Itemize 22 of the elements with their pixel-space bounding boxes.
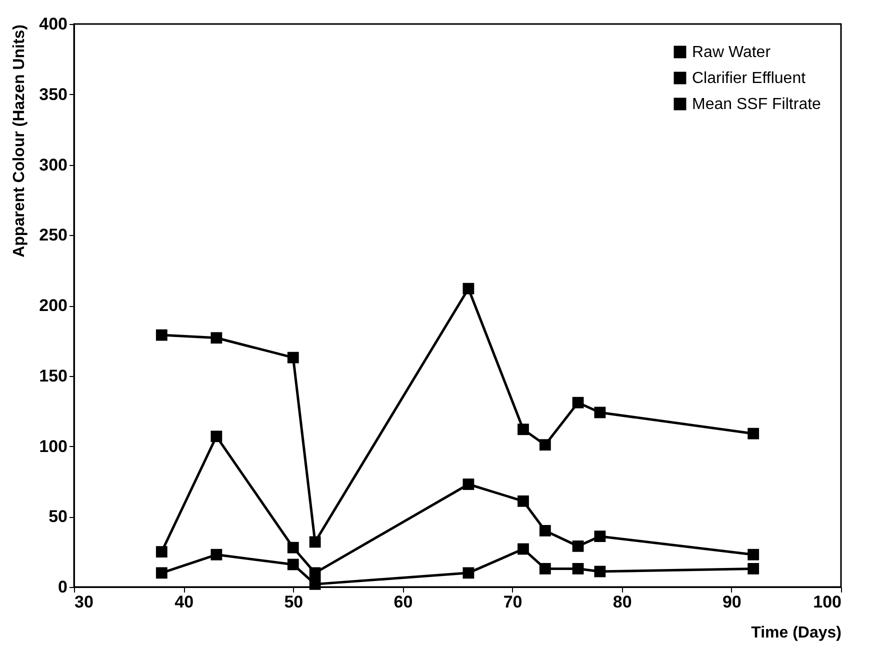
y-tick-label: 50 <box>48 507 68 526</box>
x-tick-label: 60 <box>394 592 413 612</box>
x-tick-label: 90 <box>722 592 742 612</box>
y-tick-label: 150 <box>39 366 68 386</box>
y-tick-label: 400 <box>39 14 68 34</box>
legend-label: Raw Water <box>692 44 772 61</box>
legend-label: Mean SSF Filtrate <box>692 96 822 113</box>
x-axis-title: Time (Days) <box>751 624 842 642</box>
y-axis-title: Apparent Colour (Hazen Units) <box>11 24 28 258</box>
x-tick-label: 70 <box>503 592 522 612</box>
x-tick-label: 40 <box>174 592 194 612</box>
y-tick-label: 200 <box>39 296 68 315</box>
x-tick-label: 30 <box>74 592 94 612</box>
y-tick-label: 100 <box>39 436 68 456</box>
x-tick-label: 100 <box>813 592 842 612</box>
x-tick-label: 80 <box>612 592 632 612</box>
y-tick-label: 300 <box>39 155 68 174</box>
x-tick-label: 50 <box>284 592 304 612</box>
y-tick-label: 250 <box>39 226 68 245</box>
y-tick-label: 350 <box>39 84 68 104</box>
y-tick-label: 0 <box>58 578 68 596</box>
legend-label: Clarifier Effluent <box>692 70 806 87</box>
